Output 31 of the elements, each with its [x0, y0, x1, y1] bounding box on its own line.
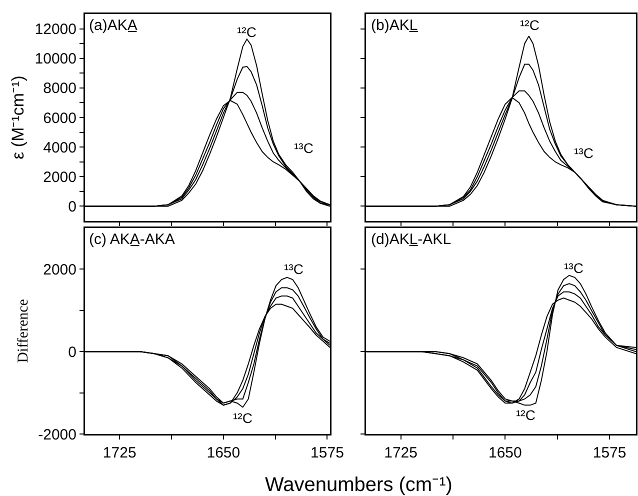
y-tick-label: 6000 [43, 110, 76, 127]
x-tick-label: 1650 [488, 444, 522, 462]
annotation: ¹²C [237, 24, 256, 40]
y-tick-label: 0 [68, 344, 76, 361]
annotation: ¹³C [284, 261, 304, 277]
x-tick-label: 1725 [102, 444, 136, 462]
y-tick-label: 2000 [43, 261, 76, 278]
y-tick-label: 8000 [43, 80, 76, 98]
annotation: ¹³C [294, 140, 314, 156]
y-tick-label: -2000 [38, 426, 76, 444]
annotation: ¹²C [233, 410, 252, 426]
annotation: ¹³C [564, 260, 584, 276]
y-axis-title: Difference [16, 298, 32, 363]
x-axis-title: Wavenumbers (cm⁻¹) [265, 474, 452, 496]
x-tick-label: 1575 [310, 444, 344, 462]
y-tick-label: 12000 [34, 21, 76, 38]
chart-title: (a)AKA̲ [89, 17, 138, 34]
y-axis-title: ε (M⁻¹cm⁻¹) [8, 76, 28, 160]
annotation: ¹²C [520, 17, 540, 33]
annotation: ¹²C [516, 407, 536, 423]
chart-title: (c) AKA̲-AKA [89, 231, 175, 248]
y-tick-label: 4000 [43, 139, 76, 156]
y-tick-label: 2000 [43, 168, 76, 186]
chart-title: (b)AKL̲ [371, 17, 419, 34]
y-tick-label: 0 [68, 198, 76, 216]
x-tick-label: 1575 [592, 444, 626, 462]
annotation: ¹³C [574, 145, 594, 161]
x-tick-label: 1725 [384, 444, 418, 462]
y-tick-label: 10000 [34, 50, 76, 68]
x-tick-label: 1650 [206, 444, 240, 462]
chart-title: (d)AKL̲-AKL [371, 231, 452, 248]
